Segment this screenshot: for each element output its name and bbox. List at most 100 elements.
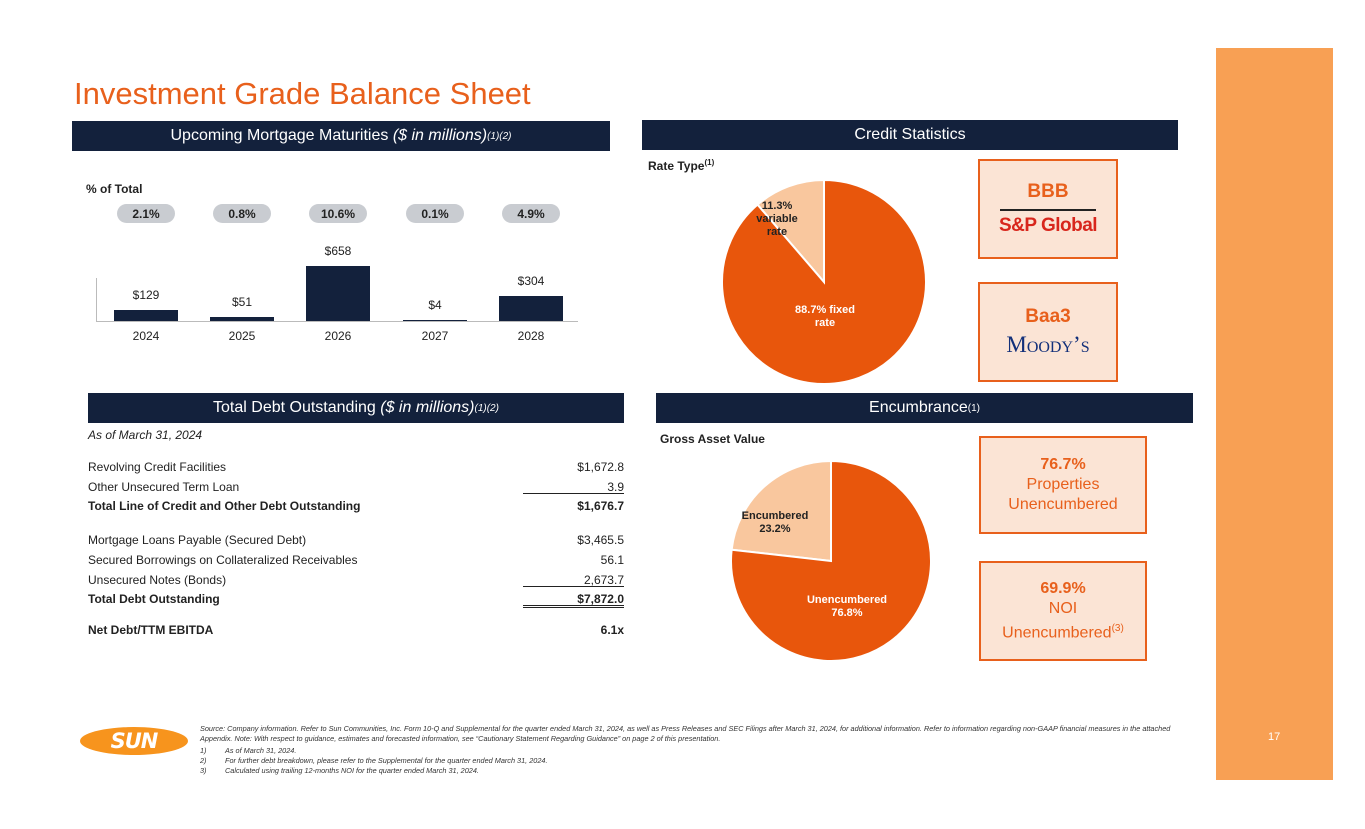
debt-row-value: 56.1: [600, 553, 624, 567]
debt-row-value: $1,672.8: [577, 460, 624, 474]
debt-row-label: Total Line of Credit and Other Debt Outs…: [88, 499, 361, 513]
debt-row-label: Secured Borrowings on Collateralized Rec…: [88, 553, 358, 567]
debt-header: Total Debt Outstanding ($ in millions) (1…: [88, 393, 624, 423]
debt-row-value: 6.1x: [600, 623, 624, 637]
moodys-logo: Moody’s: [1006, 332, 1090, 357]
properties-unencumbered-box: 76.7% Properties Unencumbered: [979, 436, 1147, 534]
encumbrance-header: Encumbrance (1): [656, 393, 1193, 423]
encumbered-line-1: Encumbered: [741, 510, 809, 522]
total-rule-bottom-2: [523, 607, 624, 608]
x-tick-label: 2025: [228, 329, 256, 343]
rate-type-note: (1): [704, 158, 715, 167]
debt-row: Secured Borrowings on Collateralized Rec…: [88, 552, 624, 568]
properties-line-1: Properties: [1026, 476, 1100, 493]
footnote-text: Calculated using trailing 12-months NOI …: [225, 766, 479, 775]
x-tick-label: 2028: [517, 329, 545, 343]
sp-rating-box: BBB S&P Global: [978, 159, 1118, 259]
bar-value-label: $304: [517, 273, 545, 288]
debt-as-of: As of March 31, 2024: [88, 428, 203, 442]
bar-2025: [210, 316, 274, 321]
debt-header-units: ($ in millions): [380, 399, 475, 416]
footnote-item: 3) Calculated using trailing 12-months NO…: [200, 766, 1200, 776]
fixed-rate-line-2: rate: [814, 317, 836, 329]
pct-of-total-pill: 0.1%: [406, 204, 464, 223]
variable-rate-line-3: rate: [766, 226, 788, 238]
encumbrance-pie: [731, 461, 931, 661]
encumbered-label: Encumbered 23.2%: [720, 510, 830, 536]
debt-row: Unsecured Notes (Bonds) 2,673.7: [88, 572, 624, 588]
noi-unencumbered-box: 69.9% NOI Unencumbered(3): [979, 561, 1147, 661]
pct-of-total-label: % of Total: [86, 182, 143, 196]
unencumbered-line-2: 76.8%: [831, 607, 863, 619]
debt-row-label: Revolving Credit Facilities: [88, 460, 227, 474]
moodys-rating: Baa3: [1025, 306, 1071, 327]
bar-2026: [306, 266, 370, 321]
debt-header-title: Total Debt Outstanding: [213, 399, 376, 416]
sp-divider: [1000, 209, 1096, 211]
footnote-item: 2) For further debt breakdown, please ref…: [200, 756, 1200, 766]
noi-line-2-wrap: Unencumbered(3): [1002, 619, 1124, 643]
noi-line-2: Unencumbered: [1002, 624, 1112, 642]
debt-row: Other Unsecured Term Loan 3.9: [88, 479, 624, 495]
properties-pct: 76.7%: [1040, 456, 1086, 473]
rate-type-text: Rate Type: [648, 159, 705, 173]
pie-slice-variable-rate: [756, 180, 825, 285]
x-tick-label: 2027: [421, 329, 449, 343]
debt-row-label: Unsecured Notes (Bonds): [88, 573, 227, 587]
page-number: 17: [1268, 731, 1281, 743]
noi-note: (3): [1111, 622, 1124, 634]
maturities-header-title: Upcoming Mortgage Maturities: [170, 127, 389, 144]
debt-row-value: $1,676.7: [577, 499, 624, 513]
variable-rate-line-1: 11.3%: [761, 200, 793, 212]
debt-row-label: Mortgage Loans Payable (Secured Debt): [88, 533, 307, 547]
variable-rate-line-2: variable: [756, 213, 798, 225]
encumbrance-header-notes: (1): [967, 402, 980, 414]
debt-row-label: Total Debt Outstanding: [88, 592, 220, 606]
debt-row-value: $7,872.0: [577, 592, 624, 606]
bar-2027: [403, 320, 467, 321]
bar-value-label: $51: [231, 294, 253, 309]
noi-line-1: NOI: [1048, 599, 1078, 617]
debt-row: Net Debt/TTM EBITDA 6.1x: [88, 622, 624, 638]
footnote-num: 2): [200, 756, 207, 765]
pct-of-total-pill: 0.8%: [213, 204, 271, 223]
total-rule-bottom-1: [523, 605, 624, 606]
fixed-rate-line-1: 88.7% fixed: [795, 304, 855, 316]
debt-row-value: 3.9: [607, 480, 624, 494]
credit-header: Credit Statistics: [642, 120, 1178, 150]
footnote-text: As of March 31, 2024.: [225, 746, 297, 755]
footnote-num: 1): [200, 746, 207, 755]
debt-row: Total Line of Credit and Other Debt Outs…: [88, 498, 624, 514]
total-rule-top: [523, 586, 624, 587]
debt-header-notes: (1)(2): [474, 402, 499, 414]
debt-row: Revolving Credit Facilities $1,672.8: [88, 459, 624, 475]
pct-of-total-pill: 10.6%: [309, 204, 367, 223]
encumbered-line-2: 23.2%: [759, 523, 791, 535]
encumbrance-header-title: Encumbrance: [869, 399, 968, 416]
bar-value-label: $4: [428, 298, 442, 312]
bar-2024: [114, 310, 178, 321]
maturities-header-units: ($ in millions): [392, 127, 488, 144]
unencumbered-label: Unencumbered 76.8%: [792, 594, 902, 620]
sun-logo-text: SUN: [110, 729, 159, 753]
footnote-text: For further debt breakdown, please refer…: [225, 756, 548, 765]
subtotal-rule: [523, 493, 624, 494]
debt-row: Mortgage Loans Payable (Secured Debt) $3,…: [88, 532, 624, 548]
x-tick-label: 2026: [324, 329, 352, 343]
rate-type-label: Rate Type(1): [648, 158, 714, 173]
pct-of-total-pill: 2.1%: [117, 204, 175, 223]
sp-global-logo: S&P Global: [998, 215, 1098, 236]
debt-row-value: $3,465.5: [577, 533, 624, 547]
bar-value-label: $129: [132, 288, 160, 303]
debt-row: Total Debt Outstanding $7,872.0: [88, 591, 624, 607]
unencumbered-line-1: Unencumbered: [806, 594, 888, 606]
chart-axis-x: [96, 321, 578, 322]
noi-pct: 69.9%: [1040, 579, 1086, 597]
sp-rating: BBB: [1027, 181, 1069, 202]
pie-slice-fixed-rate: [722, 180, 926, 384]
maturities-header: Upcoming Mortgage Maturities ($ in milli…: [72, 121, 610, 151]
gav-label: Gross Asset Value: [660, 432, 765, 446]
maturities-header-notes: (1)(2): [487, 130, 512, 142]
properties-line-2: Unencumbered: [1008, 496, 1118, 513]
sun-logo: SUN: [80, 727, 188, 755]
